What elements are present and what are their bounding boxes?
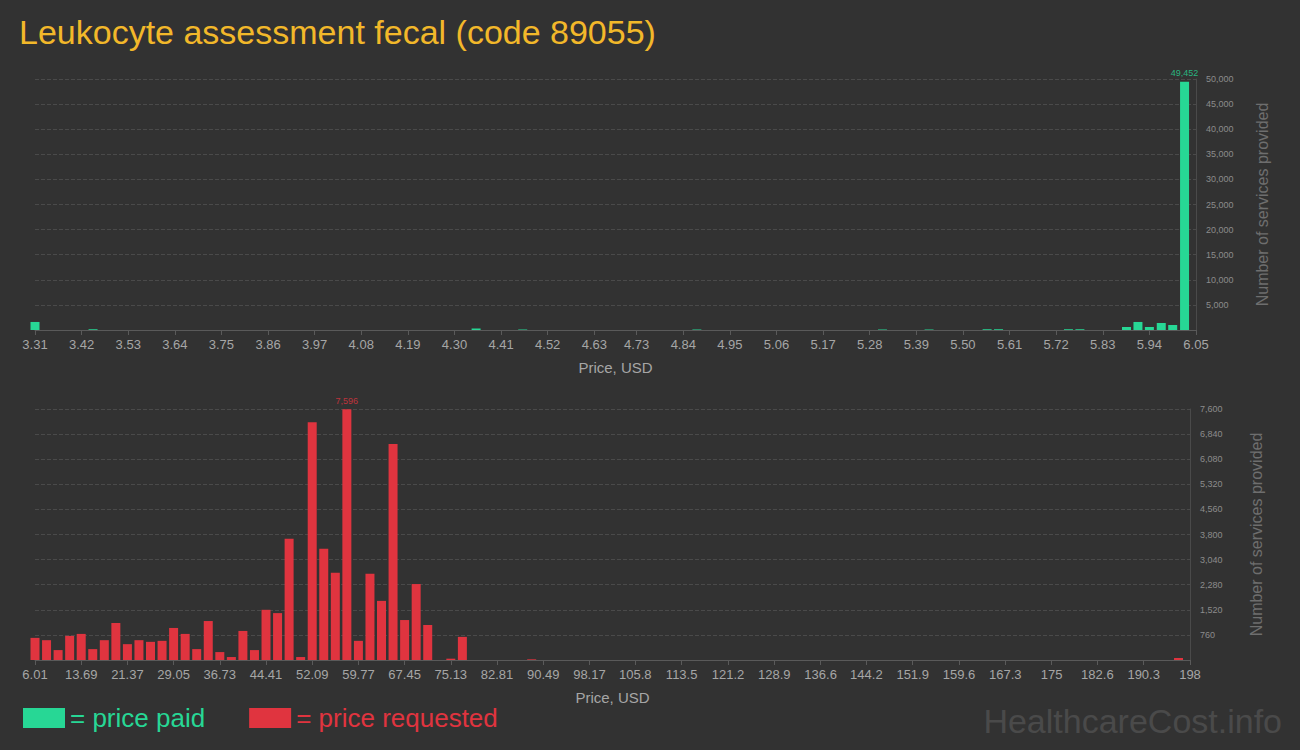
svg-text:Price, USD: Price, USD	[575, 689, 649, 706]
svg-text:4.08: 4.08	[349, 337, 374, 352]
svg-text:121.2: 121.2	[712, 667, 745, 682]
svg-text:3.75: 3.75	[209, 337, 234, 352]
svg-text:4.52: 4.52	[535, 337, 560, 352]
svg-text:44.41: 44.41	[250, 667, 283, 682]
svg-text:190.3: 190.3	[1127, 667, 1160, 682]
svg-text:35,000: 35,000	[1206, 149, 1234, 159]
svg-text:4,560: 4,560	[1200, 504, 1223, 514]
svg-text:3.42: 3.42	[69, 337, 94, 352]
svg-text:Number of services provided: Number of services provided	[1254, 103, 1271, 307]
svg-text:113.5: 113.5	[666, 667, 698, 682]
svg-text:98.17: 98.17	[573, 667, 606, 682]
svg-text:6.01: 6.01	[22, 667, 47, 682]
svg-text:5.94: 5.94	[1137, 337, 1162, 352]
svg-text:175: 175	[1041, 667, 1063, 682]
svg-text:15,000: 15,000	[1206, 250, 1234, 260]
svg-text:59.77: 59.77	[342, 667, 375, 682]
svg-text:3.86: 3.86	[255, 337, 280, 352]
svg-text:182.6: 182.6	[1081, 667, 1114, 682]
svg-text:105.8: 105.8	[619, 667, 652, 682]
svg-text:7,596: 7,596	[336, 396, 359, 406]
svg-text:6,840: 6,840	[1200, 429, 1223, 439]
svg-text:67.45: 67.45	[388, 667, 421, 682]
svg-text:52.09: 52.09	[296, 667, 329, 682]
svg-text:4.19: 4.19	[395, 337, 420, 352]
svg-text:= price paid: = price paid	[70, 703, 205, 733]
svg-text:5.39: 5.39	[904, 337, 929, 352]
svg-text:HealthcareCost.info: HealthcareCost.info	[983, 702, 1282, 740]
svg-text:3.53: 3.53	[116, 337, 141, 352]
svg-text:3.97: 3.97	[302, 337, 327, 352]
svg-text:40,000: 40,000	[1206, 124, 1234, 134]
svg-text:159.6: 159.6	[943, 667, 976, 682]
svg-text:5.61: 5.61	[997, 337, 1022, 352]
svg-text:82.81: 82.81	[481, 667, 514, 682]
svg-text:4.41: 4.41	[488, 337, 513, 352]
svg-text:5,320: 5,320	[1200, 479, 1223, 489]
svg-text:Price, USD: Price, USD	[578, 359, 652, 376]
svg-text:4.30: 4.30	[442, 337, 467, 352]
svg-text:Number of services provided: Number of services provided	[1248, 433, 1265, 637]
svg-text:7,600: 7,600	[1200, 404, 1223, 414]
svg-text:6.05: 6.05	[1183, 337, 1208, 352]
svg-text:Leukocyte assessment fecal (co: Leukocyte assessment fecal (code 89055)	[19, 13, 656, 51]
svg-text:3,800: 3,800	[1200, 530, 1223, 540]
svg-text:20,000: 20,000	[1206, 225, 1234, 235]
svg-text:75.13: 75.13	[435, 667, 468, 682]
svg-text:50,000: 50,000	[1206, 74, 1234, 84]
svg-text:151.9: 151.9	[896, 667, 929, 682]
svg-text:13.69: 13.69	[65, 667, 98, 682]
svg-text:29.05: 29.05	[157, 667, 190, 682]
svg-text:128.9: 128.9	[758, 667, 791, 682]
svg-text:167.3: 167.3	[989, 667, 1022, 682]
svg-text:198: 198	[1179, 667, 1201, 682]
svg-text:5.72: 5.72	[1044, 337, 1069, 352]
svg-text:2,280: 2,280	[1200, 580, 1223, 590]
svg-text:30,000: 30,000	[1206, 174, 1234, 184]
svg-text:3,040: 3,040	[1200, 555, 1223, 565]
svg-text:5,000: 5,000	[1206, 300, 1229, 310]
svg-text:5.50: 5.50	[950, 337, 975, 352]
svg-text:1,520: 1,520	[1200, 605, 1223, 615]
svg-text:5.17: 5.17	[810, 337, 835, 352]
svg-text:4.63: 4.63	[582, 337, 607, 352]
svg-text:10,000: 10,000	[1206, 275, 1234, 285]
svg-text:5.28: 5.28	[857, 337, 882, 352]
svg-text:136.6: 136.6	[804, 667, 837, 682]
svg-text:3.64: 3.64	[162, 337, 187, 352]
svg-text:45,000: 45,000	[1206, 99, 1234, 109]
svg-text:4.95: 4.95	[717, 337, 742, 352]
svg-text:760: 760	[1200, 630, 1215, 640]
svg-text:5.83: 5.83	[1090, 337, 1115, 352]
svg-text:5.06: 5.06	[764, 337, 789, 352]
svg-text:49,452: 49,452	[1171, 68, 1199, 78]
svg-text:4.73: 4.73	[624, 337, 649, 352]
svg-text:21.37: 21.37	[111, 667, 144, 682]
svg-text:3.31: 3.31	[22, 337, 47, 352]
svg-text:4.84: 4.84	[671, 337, 696, 352]
svg-text:90.49: 90.49	[527, 667, 560, 682]
svg-text:25,000: 25,000	[1206, 200, 1234, 210]
svg-text:6,080: 6,080	[1200, 454, 1223, 464]
svg-text:= price requested: = price requested	[296, 703, 498, 733]
svg-text:144.2: 144.2	[850, 667, 883, 682]
svg-text:36.73: 36.73	[204, 667, 237, 682]
